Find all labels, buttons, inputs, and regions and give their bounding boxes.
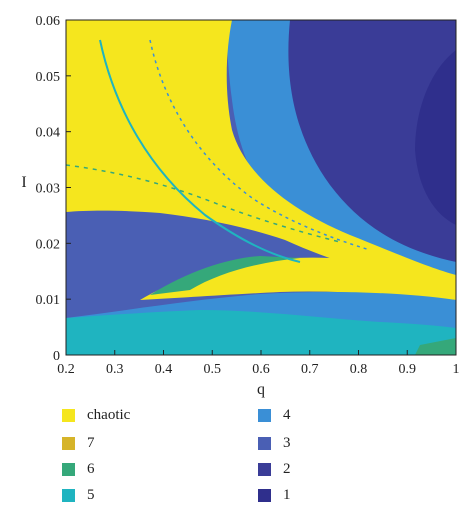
legend-swatch <box>258 488 271 502</box>
region-4-upper <box>227 20 456 285</box>
legend-swatch <box>62 436 75 450</box>
x-axis-label: q <box>257 381 265 398</box>
periodic-window-curve <box>66 164 341 243</box>
region-2 <box>285 20 456 262</box>
plot-area <box>66 20 456 355</box>
legend-label: 7 <box>87 434 95 451</box>
periodic-window-curve <box>149 39 371 251</box>
x-tick-label: 0.9 <box>399 362 417 377</box>
x-tick-label: 0.3 <box>106 362 124 377</box>
legend-item-3: 3 <box>258 432 291 454</box>
legend-label: 2 <box>283 460 291 477</box>
periodic-window-curve <box>99 39 301 263</box>
x-axis: 0.2 0.3 0.4 0.5 0.6 0.7 0.8 0.9 1 <box>57 350 460 377</box>
y-tick-label: 0.02 <box>36 237 61 252</box>
legend-swatch <box>62 488 75 502</box>
legend-item-1: 1 <box>258 484 291 506</box>
legend-swatch <box>258 436 271 450</box>
y-axis-label: I <box>21 174 26 191</box>
legend-label: 6 <box>87 460 95 477</box>
region-6 <box>150 256 300 295</box>
region-1 <box>415 50 456 225</box>
y-tick-label: 0.03 <box>36 182 61 197</box>
x-tick-label: 0.8 <box>350 362 368 377</box>
legend-item-7: 7 <box>62 432 95 454</box>
legend-label: 5 <box>87 486 95 503</box>
x-tick-label: 1 <box>453 362 460 377</box>
y-tick-label: 0.04 <box>36 126 61 141</box>
legend-swatch <box>62 408 75 422</box>
legend-item-2: 2 <box>258 458 291 480</box>
legend-item-4: 4 <box>258 404 291 426</box>
legend-item-5: 5 <box>62 484 95 506</box>
legend-item-6: 6 <box>62 458 95 480</box>
x-tick-label: 0.4 <box>155 362 173 377</box>
region-6-corner <box>415 338 456 355</box>
x-tick-label: 0.2 <box>57 362 75 377</box>
y-axis: 0 0.01 0.02 0.03 0.04 0.05 0.06 <box>36 14 71 364</box>
y-tick-label: 0.01 <box>36 293 61 308</box>
legend-swatch <box>258 462 271 476</box>
region-chaotic-upper <box>66 20 456 290</box>
legend: chaotic 7 6 5 4 3 2 1 <box>62 404 442 514</box>
y-tick-label: 0.05 <box>36 70 61 85</box>
x-tick-label: 0.6 <box>252 362 270 377</box>
region-5 <box>66 310 456 355</box>
legend-swatch <box>62 462 75 476</box>
legend-label: 3 <box>283 434 291 451</box>
x-tick-label: 0.7 <box>301 362 319 377</box>
region-chaotic-lower <box>140 257 456 300</box>
legend-label: 4 <box>283 406 291 423</box>
legend-item-chaotic: chaotic <box>62 404 130 426</box>
y-tick-label: 0.06 <box>36 14 61 29</box>
legend-swatch <box>258 408 271 422</box>
x-tick-label: 0.5 <box>204 362 222 377</box>
legend-label: chaotic <box>87 406 131 423</box>
y-tick-label: 0 <box>53 349 60 364</box>
legend-label: 1 <box>283 486 291 503</box>
